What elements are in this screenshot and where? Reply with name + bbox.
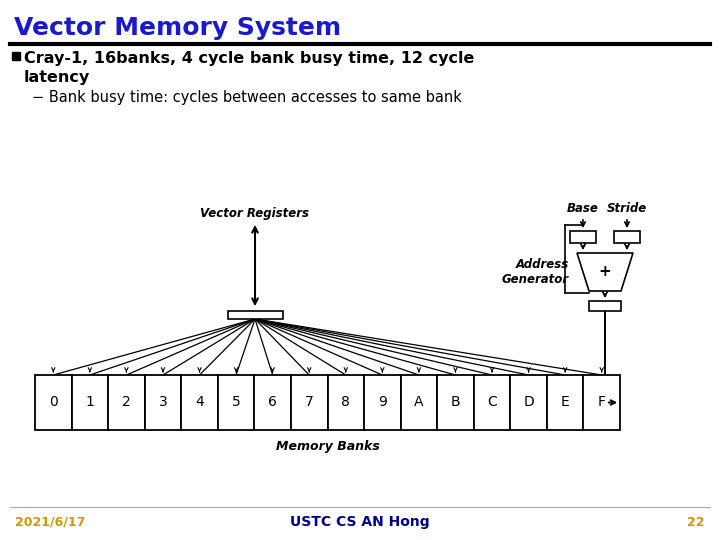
Text: 1: 1 — [86, 395, 94, 409]
Text: latency: latency — [24, 70, 90, 85]
Bar — [145, 375, 181, 430]
Bar — [218, 375, 254, 430]
Text: − Bank busy time: cycles between accesses to same bank: − Bank busy time: cycles between accesse… — [32, 90, 462, 105]
Text: C: C — [487, 395, 497, 409]
Text: Stride: Stride — [607, 202, 647, 215]
Text: 2021/6/17: 2021/6/17 — [15, 516, 86, 529]
Bar — [400, 375, 437, 430]
Bar — [108, 375, 145, 430]
Text: E: E — [561, 395, 570, 409]
Bar — [291, 375, 328, 430]
Text: D: D — [523, 395, 534, 409]
Text: Address
Generator: Address Generator — [502, 258, 569, 286]
Text: USTC CS AN Hong: USTC CS AN Hong — [290, 515, 430, 529]
Bar — [510, 375, 547, 430]
Bar — [364, 375, 400, 430]
Text: 7: 7 — [305, 395, 314, 409]
Text: Base: Base — [567, 202, 599, 215]
Bar — [589, 301, 621, 311]
Bar — [547, 375, 583, 430]
Text: F: F — [598, 395, 606, 409]
Text: 0: 0 — [49, 395, 58, 409]
Text: Vector Registers: Vector Registers — [200, 207, 310, 220]
Text: Vector Memory System: Vector Memory System — [14, 16, 341, 40]
Bar — [71, 375, 108, 430]
Text: 3: 3 — [158, 395, 167, 409]
Text: 2: 2 — [122, 395, 131, 409]
Bar — [35, 375, 71, 430]
Polygon shape — [577, 253, 633, 291]
Text: 4: 4 — [195, 395, 204, 409]
Bar — [437, 375, 474, 430]
Bar — [12, 52, 20, 60]
Bar — [228, 311, 282, 319]
Text: 5: 5 — [232, 395, 240, 409]
Bar — [583, 375, 620, 430]
Text: 9: 9 — [378, 395, 387, 409]
Text: 8: 8 — [341, 395, 350, 409]
Text: B: B — [451, 395, 460, 409]
Bar — [328, 375, 364, 430]
Text: +: + — [598, 265, 611, 280]
Text: Cray-1, 16banks, 4 cycle bank busy time, 12 cycle: Cray-1, 16banks, 4 cycle bank busy time,… — [24, 51, 474, 66]
Text: 6: 6 — [269, 395, 277, 409]
Bar — [614, 231, 640, 243]
Bar — [570, 231, 596, 243]
Text: A: A — [414, 395, 423, 409]
Text: Memory Banks: Memory Banks — [276, 440, 379, 453]
Text: 22: 22 — [688, 516, 705, 529]
Bar — [181, 375, 218, 430]
Bar — [254, 375, 291, 430]
Bar — [474, 375, 510, 430]
